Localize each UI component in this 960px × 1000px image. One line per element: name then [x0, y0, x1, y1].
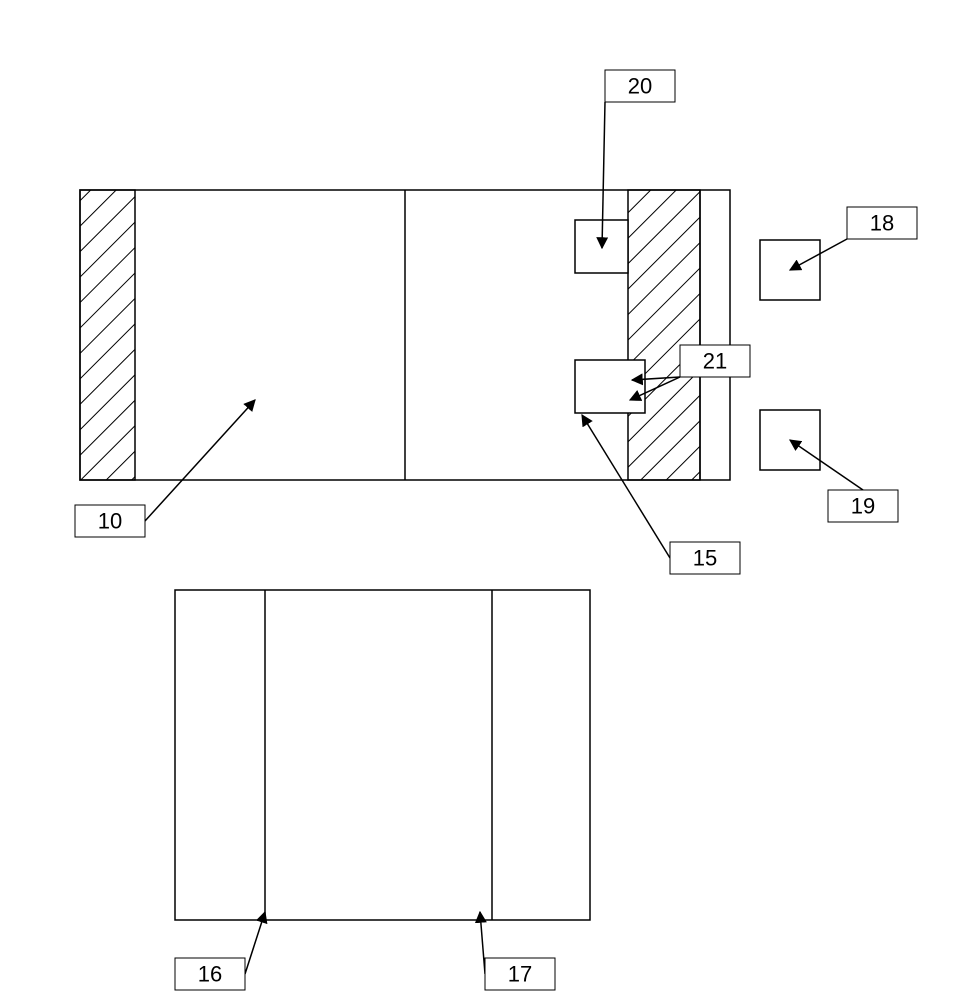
callout-label-text: 10	[98, 509, 122, 534]
lower-block	[175, 590, 590, 920]
callout-label-text: 16	[198, 962, 222, 987]
lower-outline	[175, 590, 590, 920]
callout-18: 18	[790, 207, 917, 270]
hatch-right	[628, 190, 700, 480]
callout-label-text: 17	[508, 962, 532, 987]
callouts: 20 18 21 19 10 15 16 17	[75, 70, 917, 990]
callout-label-text: 21	[703, 349, 727, 374]
hatch-left	[80, 190, 135, 480]
callout-label-text: 15	[693, 546, 717, 571]
callout-label-text: 19	[851, 494, 875, 519]
callout-16: 16	[175, 912, 265, 990]
callout-label-text: 18	[870, 211, 894, 236]
callout-19: 19	[790, 440, 898, 522]
part-21-box	[575, 360, 645, 413]
callout-17: 17	[480, 912, 555, 990]
callout-label-text: 20	[628, 74, 652, 99]
upper-block	[80, 190, 820, 480]
